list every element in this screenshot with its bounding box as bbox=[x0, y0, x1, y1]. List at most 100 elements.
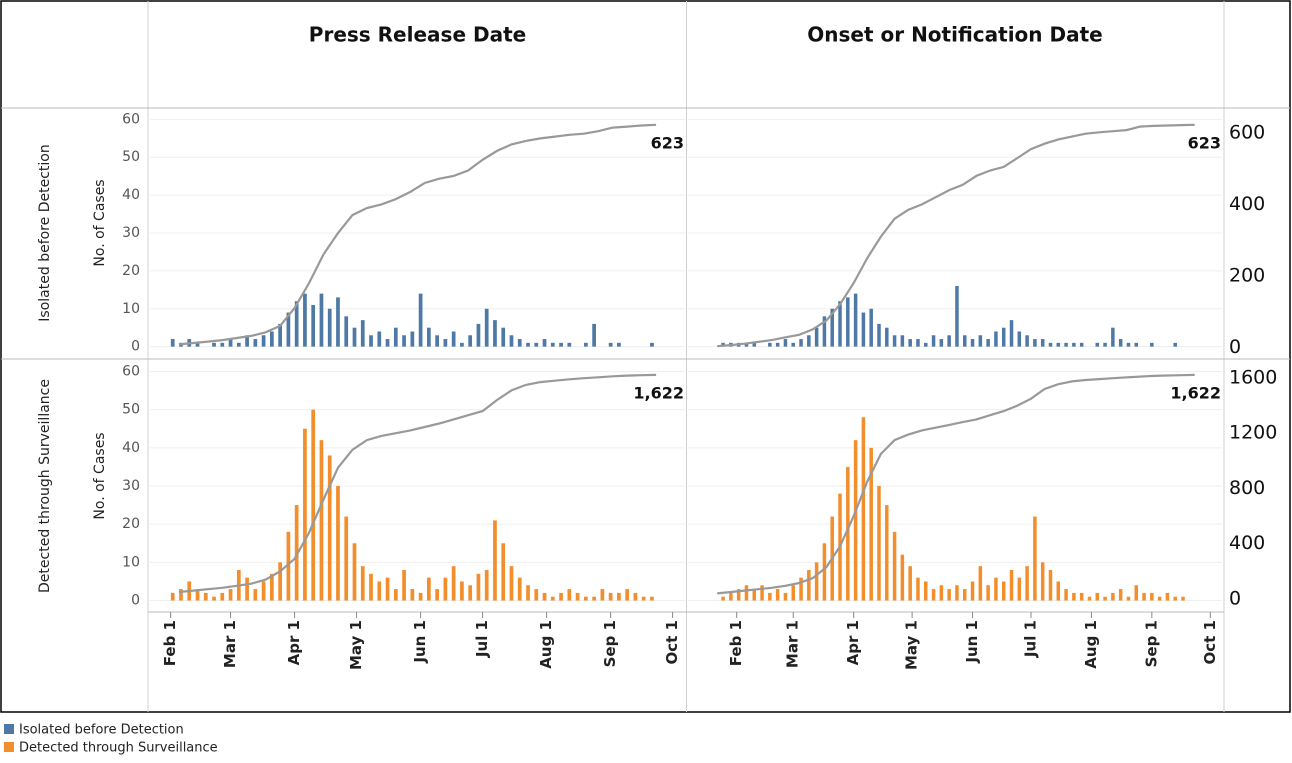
bar bbox=[1048, 570, 1053, 601]
bar bbox=[336, 486, 340, 601]
bar bbox=[559, 592, 563, 601]
bar bbox=[1134, 342, 1139, 347]
x-tick-label: Aug 1 bbox=[1082, 620, 1100, 669]
bar bbox=[261, 335, 266, 347]
bar bbox=[892, 335, 897, 347]
bar bbox=[986, 339, 990, 347]
bar bbox=[170, 339, 175, 347]
bar bbox=[303, 293, 307, 347]
bar bbox=[212, 596, 216, 601]
bar bbox=[385, 577, 390, 601]
bar bbox=[775, 342, 780, 347]
bar bbox=[822, 316, 827, 347]
bar bbox=[962, 335, 967, 347]
bar bbox=[1118, 339, 1123, 347]
bar bbox=[294, 301, 299, 347]
bar bbox=[327, 308, 332, 347]
bar bbox=[443, 577, 448, 601]
bar bbox=[1079, 342, 1084, 347]
bar bbox=[744, 585, 749, 601]
bar bbox=[435, 589, 439, 601]
bar bbox=[729, 592, 733, 601]
bar bbox=[352, 543, 357, 601]
bar bbox=[360, 566, 365, 601]
bar bbox=[885, 505, 889, 601]
y-tick-label: 30 bbox=[122, 478, 140, 494]
bar bbox=[393, 589, 398, 601]
bar bbox=[270, 331, 274, 347]
bar bbox=[760, 585, 764, 601]
bar bbox=[369, 573, 373, 601]
bar bbox=[814, 327, 819, 347]
bar bbox=[261, 581, 266, 601]
row-title: Detected through Surveillance bbox=[37, 379, 53, 593]
bar bbox=[451, 566, 456, 601]
bar bbox=[939, 339, 944, 347]
y-tick-label: 0 bbox=[131, 593, 140, 609]
y2-tick-label: 1200 bbox=[1229, 422, 1277, 444]
bar bbox=[861, 417, 866, 601]
bar bbox=[791, 585, 795, 601]
bar bbox=[245, 335, 249, 347]
bar bbox=[476, 573, 481, 601]
bar bbox=[853, 440, 858, 601]
bar bbox=[721, 596, 725, 601]
bar bbox=[592, 596, 596, 601]
bar bbox=[861, 312, 866, 347]
bar bbox=[939, 585, 944, 601]
bar bbox=[534, 589, 539, 601]
bar bbox=[947, 335, 951, 347]
bar bbox=[1165, 592, 1170, 601]
bar bbox=[1079, 592, 1084, 601]
x-tick-label: Oct 1 bbox=[663, 620, 681, 664]
bar bbox=[534, 342, 539, 347]
bar bbox=[212, 342, 216, 347]
y-tick-label: 60 bbox=[122, 111, 140, 127]
bar bbox=[775, 589, 780, 601]
bar bbox=[410, 589, 415, 601]
cumulative-line bbox=[178, 123, 657, 346]
bar bbox=[550, 596, 555, 601]
bar bbox=[931, 335, 936, 347]
bar bbox=[319, 440, 324, 601]
legend-label: Detected through Surveillance bbox=[19, 741, 218, 756]
bar bbox=[916, 577, 920, 601]
bar bbox=[814, 562, 819, 601]
bar bbox=[559, 342, 563, 347]
bar bbox=[286, 312, 291, 347]
legend-label: Isolated before Detection bbox=[19, 723, 184, 738]
bar bbox=[955, 585, 959, 601]
bar bbox=[1017, 577, 1022, 601]
bar bbox=[986, 585, 990, 601]
y2-tick-label: 400 bbox=[1229, 193, 1265, 215]
bar bbox=[542, 339, 547, 347]
bar bbox=[608, 342, 613, 347]
bar bbox=[410, 331, 415, 347]
bar bbox=[892, 531, 897, 601]
bar bbox=[1001, 327, 1006, 347]
bar bbox=[567, 589, 572, 601]
bar bbox=[476, 323, 481, 347]
bar bbox=[1134, 585, 1139, 601]
bar bbox=[592, 323, 596, 347]
bar bbox=[402, 335, 406, 347]
cumulative-line bbox=[178, 373, 657, 594]
y-tick-label: 40 bbox=[122, 440, 140, 456]
bar bbox=[220, 592, 225, 601]
bar bbox=[195, 342, 200, 347]
bar bbox=[962, 589, 967, 601]
bar bbox=[978, 335, 983, 347]
bar bbox=[1181, 596, 1185, 601]
bar bbox=[908, 566, 912, 601]
bar bbox=[783, 339, 788, 347]
bar bbox=[460, 342, 464, 347]
bar bbox=[575, 592, 580, 601]
bar bbox=[830, 308, 834, 347]
bar bbox=[617, 342, 621, 347]
bar bbox=[1040, 339, 1045, 347]
bar bbox=[752, 589, 757, 601]
bar bbox=[1048, 342, 1053, 347]
y-tick-label: 20 bbox=[122, 516, 140, 532]
y2-tick-label: 400 bbox=[1229, 532, 1265, 554]
y-axis-label: No. of Cases bbox=[92, 432, 108, 519]
